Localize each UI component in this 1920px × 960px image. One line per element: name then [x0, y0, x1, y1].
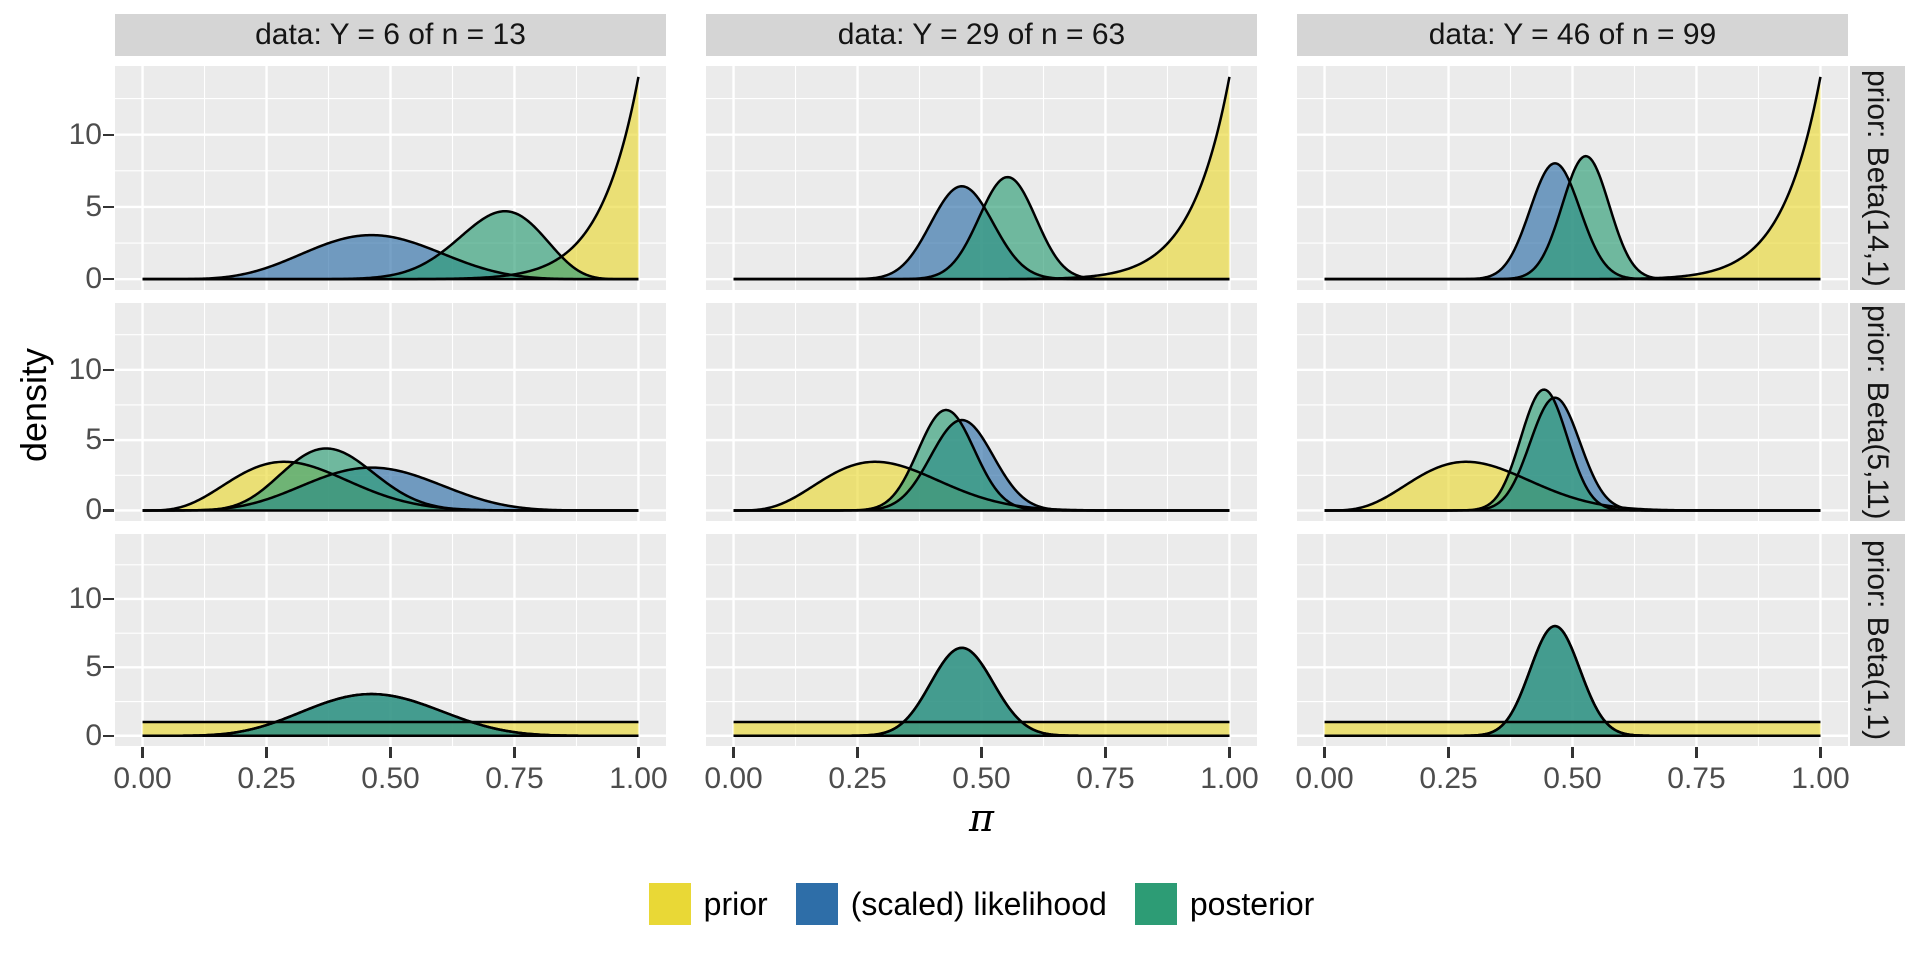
x-tick-mark: [856, 747, 859, 758]
facet-strip-data-col-1: data: Y = 6 of n = 13: [115, 14, 666, 56]
posterior-swatch-icon: [1134, 883, 1177, 925]
y-tick-label: 5: [85, 650, 102, 684]
x-tick-mark: [637, 747, 640, 758]
density-panel-r3c3: [1297, 534, 1848, 746]
legend: prior (scaled) likelihood posterior: [115, 876, 1848, 932]
prior-swatch-icon: [648, 883, 691, 925]
x-tick-mark: [1228, 747, 1231, 758]
x-axis-title: π: [969, 796, 994, 840]
y-tick-label: 5: [85, 423, 102, 457]
density-panel-r2c3: [1297, 303, 1848, 521]
y-tick-label: 5: [85, 189, 102, 223]
facet-strip-prior-row-3: prior: Beta(1,1): [1850, 534, 1905, 746]
facet-strip-label: data: Y = 29 of n = 63: [837, 18, 1126, 51]
x-tick-mark: [1447, 747, 1450, 758]
x-tick-mark: [980, 747, 983, 758]
x-tick-label: 0.00: [1295, 762, 1354, 795]
y-axis-title: density: [13, 347, 54, 463]
facet-strip-data-col-3: data: Y = 46 of n = 99: [1297, 14, 1848, 56]
density-panel-r2c1: [115, 303, 666, 521]
x-tick-label: 1.00: [1200, 762, 1259, 795]
legend-label: prior: [703, 885, 768, 922]
x-tick-mark: [1695, 747, 1698, 758]
legend-label: (scaled) likelihood: [850, 885, 1107, 922]
x-tick-label: 1.00: [1791, 762, 1850, 795]
density-panel-r3c1: [115, 534, 666, 746]
y-tick-mark: [103, 205, 114, 208]
x-tick-label: 0.75: [1076, 762, 1135, 795]
y-tick-mark: [103, 734, 114, 737]
legend-item-prior: prior: [648, 883, 768, 925]
x-tick-mark: [389, 747, 392, 758]
facet-strip-prior-row-2: prior: Beta(5,11): [1850, 303, 1905, 521]
y-tick-mark: [103, 597, 114, 601]
y-tick-mark: [103, 278, 114, 281]
density-panel-r1c2: [706, 66, 1257, 290]
facet-strip-prior-row-1: prior: Beta(14,1): [1850, 66, 1905, 290]
y-tick-mark: [103, 509, 114, 512]
x-tick-mark: [513, 747, 516, 758]
facet-strip-label: data: Y = 46 of n = 99: [1428, 18, 1717, 51]
density-panel-r3c2: [706, 534, 1257, 746]
facet-strip-label: data: Y = 6 of n = 13: [255, 18, 526, 51]
density-panel-r2c2: [706, 303, 1257, 521]
x-tick-mark: [1104, 747, 1107, 758]
y-tick-mark: [103, 439, 114, 442]
x-tick-mark: [1571, 747, 1574, 758]
x-tick-label: 0.75: [1667, 762, 1726, 795]
x-tick-label: 0.50: [361, 762, 420, 795]
density-panel-r1c1: [115, 66, 666, 290]
y-tick-mark: [103, 368, 114, 371]
legend-label: posterior: [1189, 885, 1315, 922]
x-tick-label: 0.50: [1543, 762, 1602, 795]
facet-strip-data-col-2: data: Y = 29 of n = 63: [706, 14, 1257, 56]
density-panel-r1c3: [1297, 66, 1848, 290]
y-tick-label: 0: [85, 493, 102, 527]
x-tick-label: 0.25: [1419, 762, 1478, 795]
x-tick-mark: [265, 747, 268, 758]
x-tick-label: 0.50: [952, 762, 1011, 795]
legend-item-likelihood: (scaled) likelihood: [795, 883, 1107, 925]
legend-item-posterior: posterior: [1134, 883, 1315, 925]
y-tick-label: 10: [68, 352, 102, 386]
x-tick-mark: [732, 747, 735, 758]
x-tick-label: 0.00: [704, 762, 763, 795]
y-tick-label: 0: [85, 718, 102, 752]
y-tick-mark: [103, 666, 114, 669]
x-tick-mark: [1323, 747, 1326, 758]
y-tick-label: 10: [68, 581, 102, 615]
x-tick-mark: [141, 747, 144, 758]
y-tick-mark: [103, 133, 114, 136]
x-tick-label: 1.00: [609, 762, 668, 795]
likelihood-swatch-icon: [795, 883, 838, 925]
x-tick-label: 0.25: [237, 762, 296, 795]
x-tick-mark: [1819, 747, 1822, 758]
x-tick-label: 0.25: [828, 762, 887, 795]
y-tick-label: 0: [85, 262, 102, 296]
y-tick-label: 10: [68, 117, 102, 151]
x-tick-label: 0.00: [113, 762, 172, 795]
x-tick-label: 0.75: [485, 762, 544, 795]
